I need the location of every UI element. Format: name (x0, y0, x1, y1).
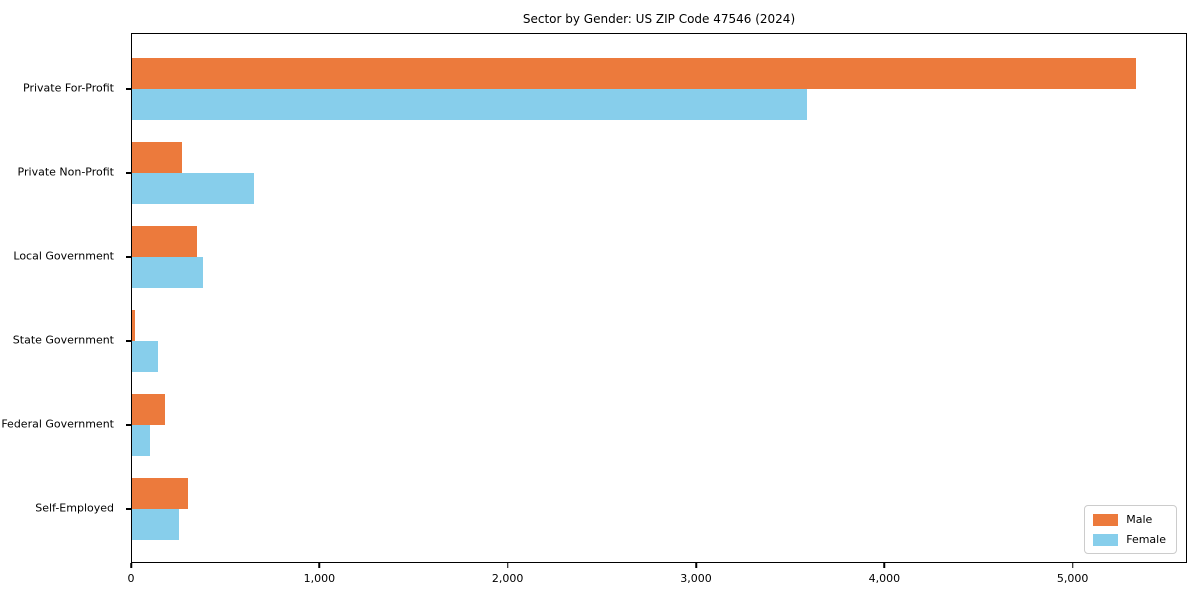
x-axis-tick-label: 4,000 (868, 572, 901, 585)
bar-male-private-non-profit (132, 142, 182, 173)
y-axis-tick (125, 88, 131, 90)
legend-entry-female: Female (1093, 533, 1166, 546)
legend-entry-male: Male (1093, 513, 1166, 526)
y-axis-label-local-government: Local Government (13, 249, 114, 263)
y-axis-label-federal-government: Federal Government (1, 417, 114, 431)
chart-title: Sector by Gender: US ZIP Code 47546 (202… (522, 12, 796, 26)
bar-male-state-government (132, 310, 136, 341)
x-axis-tick (506, 563, 509, 568)
x-axis-tick-label: 5,000 (1056, 572, 1089, 585)
legend-label-male: Male (1126, 513, 1153, 526)
y-axis-tick (125, 340, 131, 342)
y-axis-tick (125, 256, 131, 258)
y-axis-label-state-government: State Government (12, 333, 114, 347)
legend-swatch-male (1093, 513, 1119, 526)
y-axis-labels: Private For-Profit Private Non-Profit Loca… (0, 33, 124, 563)
legend: Male Female (1084, 505, 1177, 554)
x-axis-tick-label: 1,000 (303, 572, 336, 585)
x-axis-tick-label: 3,000 (680, 572, 712, 585)
bar-female-federal-government (132, 425, 150, 456)
legend-label-female: Female (1126, 533, 1166, 546)
bar-male-self-employed (132, 478, 188, 509)
x-axis-tick (883, 563, 886, 568)
bar-male-local-government (132, 226, 198, 257)
x-axis-tick (1071, 563, 1074, 568)
x-axis-tick (318, 563, 321, 568)
y-axis-tick (125, 424, 131, 426)
bar-female-local-government (132, 257, 203, 288)
y-axis-tick (125, 172, 131, 174)
bar-male-private-for-profit (132, 58, 1136, 89)
plot-area: Male Female (125, 33, 1187, 563)
bar-female-self-employed (132, 509, 179, 540)
bar-female-state-government (132, 341, 158, 372)
x-axis-tick (130, 563, 132, 568)
bar-male-federal-government (132, 394, 166, 425)
x-axis-tick-label: 2,000 (491, 572, 524, 585)
y-axis-label-self-employed: Self-Employed (35, 501, 114, 515)
y-axis-tick (125, 508, 131, 510)
y-axis-label-private-for-profit: Private For-Profit (23, 81, 114, 95)
x-axis-tick-label: 0 (127, 572, 135, 585)
bar-female-private-non-profit (132, 173, 255, 204)
x-axis-tick (695, 563, 697, 568)
y-axis-label-private-non-profit: Private Non-Profit (17, 165, 114, 179)
bar-female-private-for-profit (132, 89, 807, 120)
legend-swatch-female (1093, 533, 1119, 546)
